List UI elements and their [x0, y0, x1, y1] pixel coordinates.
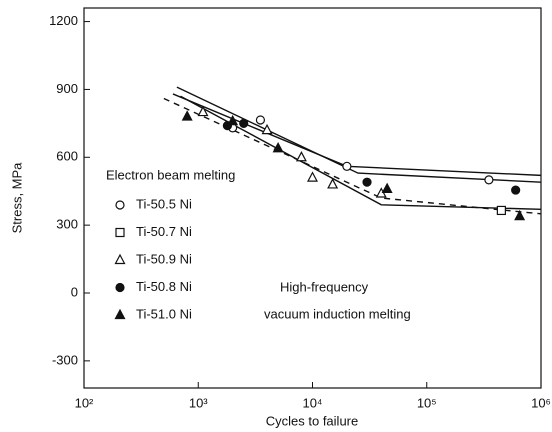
marker — [255, 115, 266, 125]
marker — [342, 161, 352, 171]
marker — [484, 175, 494, 185]
marker — [181, 110, 193, 121]
legend-label: Ti-50.9 Ni — [136, 251, 192, 266]
y-axis-label: Stress, MPa — [9, 162, 24, 234]
marker — [307, 171, 318, 182]
marker — [381, 182, 393, 194]
marker — [261, 123, 273, 135]
legend-title: Electron beam melting — [106, 167, 235, 182]
annotation: High-frequency — [280, 279, 369, 294]
x-tick-label: 10⁴ — [302, 395, 322, 410]
marker — [295, 151, 307, 162]
marker — [227, 114, 239, 126]
marker — [511, 185, 521, 195]
fit-line — [176, 86, 542, 183]
y-tick-label: -300 — [52, 352, 78, 367]
marker — [197, 105, 209, 117]
legend-label: Ti-50.8 Ni — [136, 279, 192, 294]
annotation: vacuum induction melting — [264, 306, 411, 321]
x-tick-label: 10³ — [189, 395, 208, 410]
legend-label: Ti-51.0 Ni — [136, 306, 192, 321]
marker — [496, 205, 506, 216]
legend-marker — [115, 227, 125, 238]
legend-marker — [115, 282, 125, 293]
marker — [239, 118, 249, 128]
marker — [327, 178, 339, 189]
y-tick-label: 600 — [56, 149, 78, 164]
legend-marker — [115, 200, 125, 210]
fit-line — [163, 97, 542, 215]
x-tick-label: 10² — [75, 395, 94, 410]
y-tick-label: 300 — [56, 217, 78, 232]
fit-line — [180, 95, 542, 211]
y-tick-label: 1200 — [49, 13, 78, 28]
fit-line — [172, 93, 542, 177]
legend-marker — [114, 308, 126, 320]
x-tick-label: 10⁵ — [417, 395, 437, 410]
legend-label: Ti-50.5 Ni — [136, 196, 192, 211]
legend-marker — [114, 253, 126, 265]
marker — [514, 209, 526, 221]
legend-label: Ti-50.7 Ni — [136, 224, 192, 239]
marker — [362, 177, 372, 187]
marker — [272, 141, 284, 153]
y-tick-label: 0 — [71, 284, 78, 299]
x-axis-label: Cycles to failure — [266, 413, 358, 428]
y-tick-label: 900 — [56, 81, 78, 96]
x-tick-label: 10⁶ — [531, 395, 551, 410]
